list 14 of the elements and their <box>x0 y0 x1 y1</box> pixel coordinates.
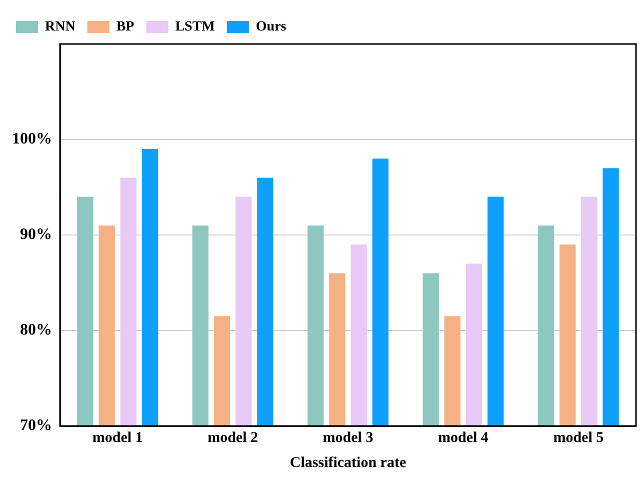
legend-label: RNN <box>45 20 76 35</box>
x-tick-label: model 1 <box>92 430 143 446</box>
y-tick-label: 70% <box>20 417 52 434</box>
x-tick-label: model 4 <box>438 430 489 446</box>
y-tick-label: 80% <box>20 322 52 339</box>
y-tick-label: 100% <box>12 130 52 148</box>
legend-label: LSTM <box>175 20 215 35</box>
x-tick-label: model 5 <box>553 430 604 446</box>
legend-label: BP <box>116 20 135 35</box>
legend-label: Ours <box>256 20 287 35</box>
y-tick-label: 90% <box>20 226 52 244</box>
x-tick-label: model 2 <box>208 430 258 446</box>
x-axis-title: Classification rate <box>290 454 406 471</box>
x-tick-label: model 3 <box>322 430 374 446</box>
